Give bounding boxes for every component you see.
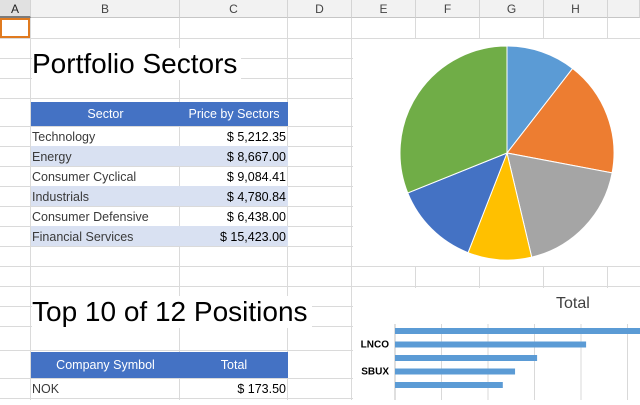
column-header-g[interactable]: G — [480, 0, 544, 18]
pie-slice-consumer-cyclical[interactable] — [506, 152, 613, 258]
gridline — [0, 266, 640, 267]
selected-cell-a1[interactable] — [0, 18, 30, 38]
gridline — [0, 38, 640, 39]
pie-slice-financial-services[interactable] — [399, 45, 508, 194]
gridline — [0, 166, 640, 167]
column-header-h[interactable]: H — [544, 0, 608, 18]
gridline — [0, 186, 640, 187]
gridline — [0, 146, 640, 147]
sector-price-cell[interactable]: $ 9,084.41 — [226, 170, 286, 184]
gridline — [0, 246, 640, 247]
sector-name-cell[interactable]: Industrials — [32, 190, 89, 204]
column-header-f[interactable]: F — [416, 0, 480, 18]
gridline — [0, 226, 640, 227]
gridline — [0, 126, 640, 127]
bar-sbux[interactable] — [395, 368, 516, 375]
gridline — [179, 18, 180, 400]
sector-name-cell[interactable]: Technology — [32, 130, 96, 144]
column-header-a[interactable]: A — [0, 0, 31, 18]
gridline — [0, 58, 640, 59]
bar-item-2[interactable] — [395, 355, 538, 361]
gridline — [30, 18, 31, 400]
sector-price-cell[interactable]: $ 5,212.35 — [226, 130, 286, 144]
gridline — [0, 378, 640, 379]
gridline — [0, 306, 640, 307]
sectors-header-price: Price by Sectors — [188, 107, 280, 121]
sector-name-cell[interactable]: Financial Services — [32, 230, 134, 244]
pie-chart — [399, 45, 615, 261]
sector-name-cell[interactable]: Energy — [32, 150, 72, 164]
row-band — [31, 186, 288, 206]
sectors-header-sector: Sector — [87, 107, 124, 121]
pie-chart-panel[interactable] — [353, 39, 640, 266]
column-header-d[interactable]: D — [288, 0, 352, 18]
gridline — [0, 78, 640, 79]
gridline — [0, 206, 640, 207]
gridline — [0, 350, 640, 351]
position-total-cell[interactable]: $ 173.50 — [237, 382, 286, 396]
sector-price-cell[interactable]: $ 6,438.00 — [226, 210, 286, 224]
position-symbol-cell[interactable]: NOK — [32, 382, 60, 396]
sector-name-cell[interactable]: Consumer Defensive — [32, 210, 149, 224]
sector-price-cell[interactable]: $ 8,667.00 — [226, 150, 286, 164]
sector-price-cell[interactable]: $ 15,423.00 — [219, 230, 286, 244]
row-band — [31, 226, 288, 246]
column-header-e[interactable]: E — [352, 0, 416, 18]
gridline — [351, 18, 352, 400]
bar-item-4[interactable] — [395, 382, 503, 388]
bar-chart: LNCO SBUX — [361, 324, 640, 400]
bar-chart-panel[interactable]: Total LNCO SBUX — [353, 288, 640, 400]
sectors-title: Portfolio Sectors — [32, 48, 242, 80]
gridline — [0, 398, 640, 399]
sector-price-cell[interactable]: $ 4,780.84 — [226, 190, 286, 204]
positions-title: Top 10 of 12 Positions — [32, 296, 312, 328]
column-header-b[interactable]: B — [31, 0, 180, 18]
gridline — [0, 286, 640, 287]
gridline — [0, 326, 640, 327]
sectors-table-header — [31, 102, 288, 126]
gridline — [287, 18, 288, 400]
bar-chart-title: Total — [556, 295, 590, 312]
sector-name-cell[interactable]: Consumer Cyclical — [32, 170, 137, 184]
positions-header-symbol: Company Symbol — [56, 358, 155, 372]
bar-lnco[interactable] — [395, 341, 587, 348]
column-header-i[interactable] — [608, 0, 640, 18]
pie-slice-consumer-defensive[interactable] — [407, 152, 508, 254]
pie-slice-energy[interactable] — [506, 67, 615, 174]
pie-slice-technology[interactable] — [506, 45, 574, 155]
bar-label: LNCO — [361, 340, 390, 351]
bar-label: SBUX — [361, 367, 389, 378]
column-header-c[interactable]: C — [180, 0, 288, 18]
bar-item-0[interactable] — [395, 328, 640, 334]
gridline — [0, 98, 640, 99]
positions-header-total: Total — [220, 358, 248, 372]
positions-table-header — [31, 352, 288, 378]
row-band — [31, 146, 288, 166]
